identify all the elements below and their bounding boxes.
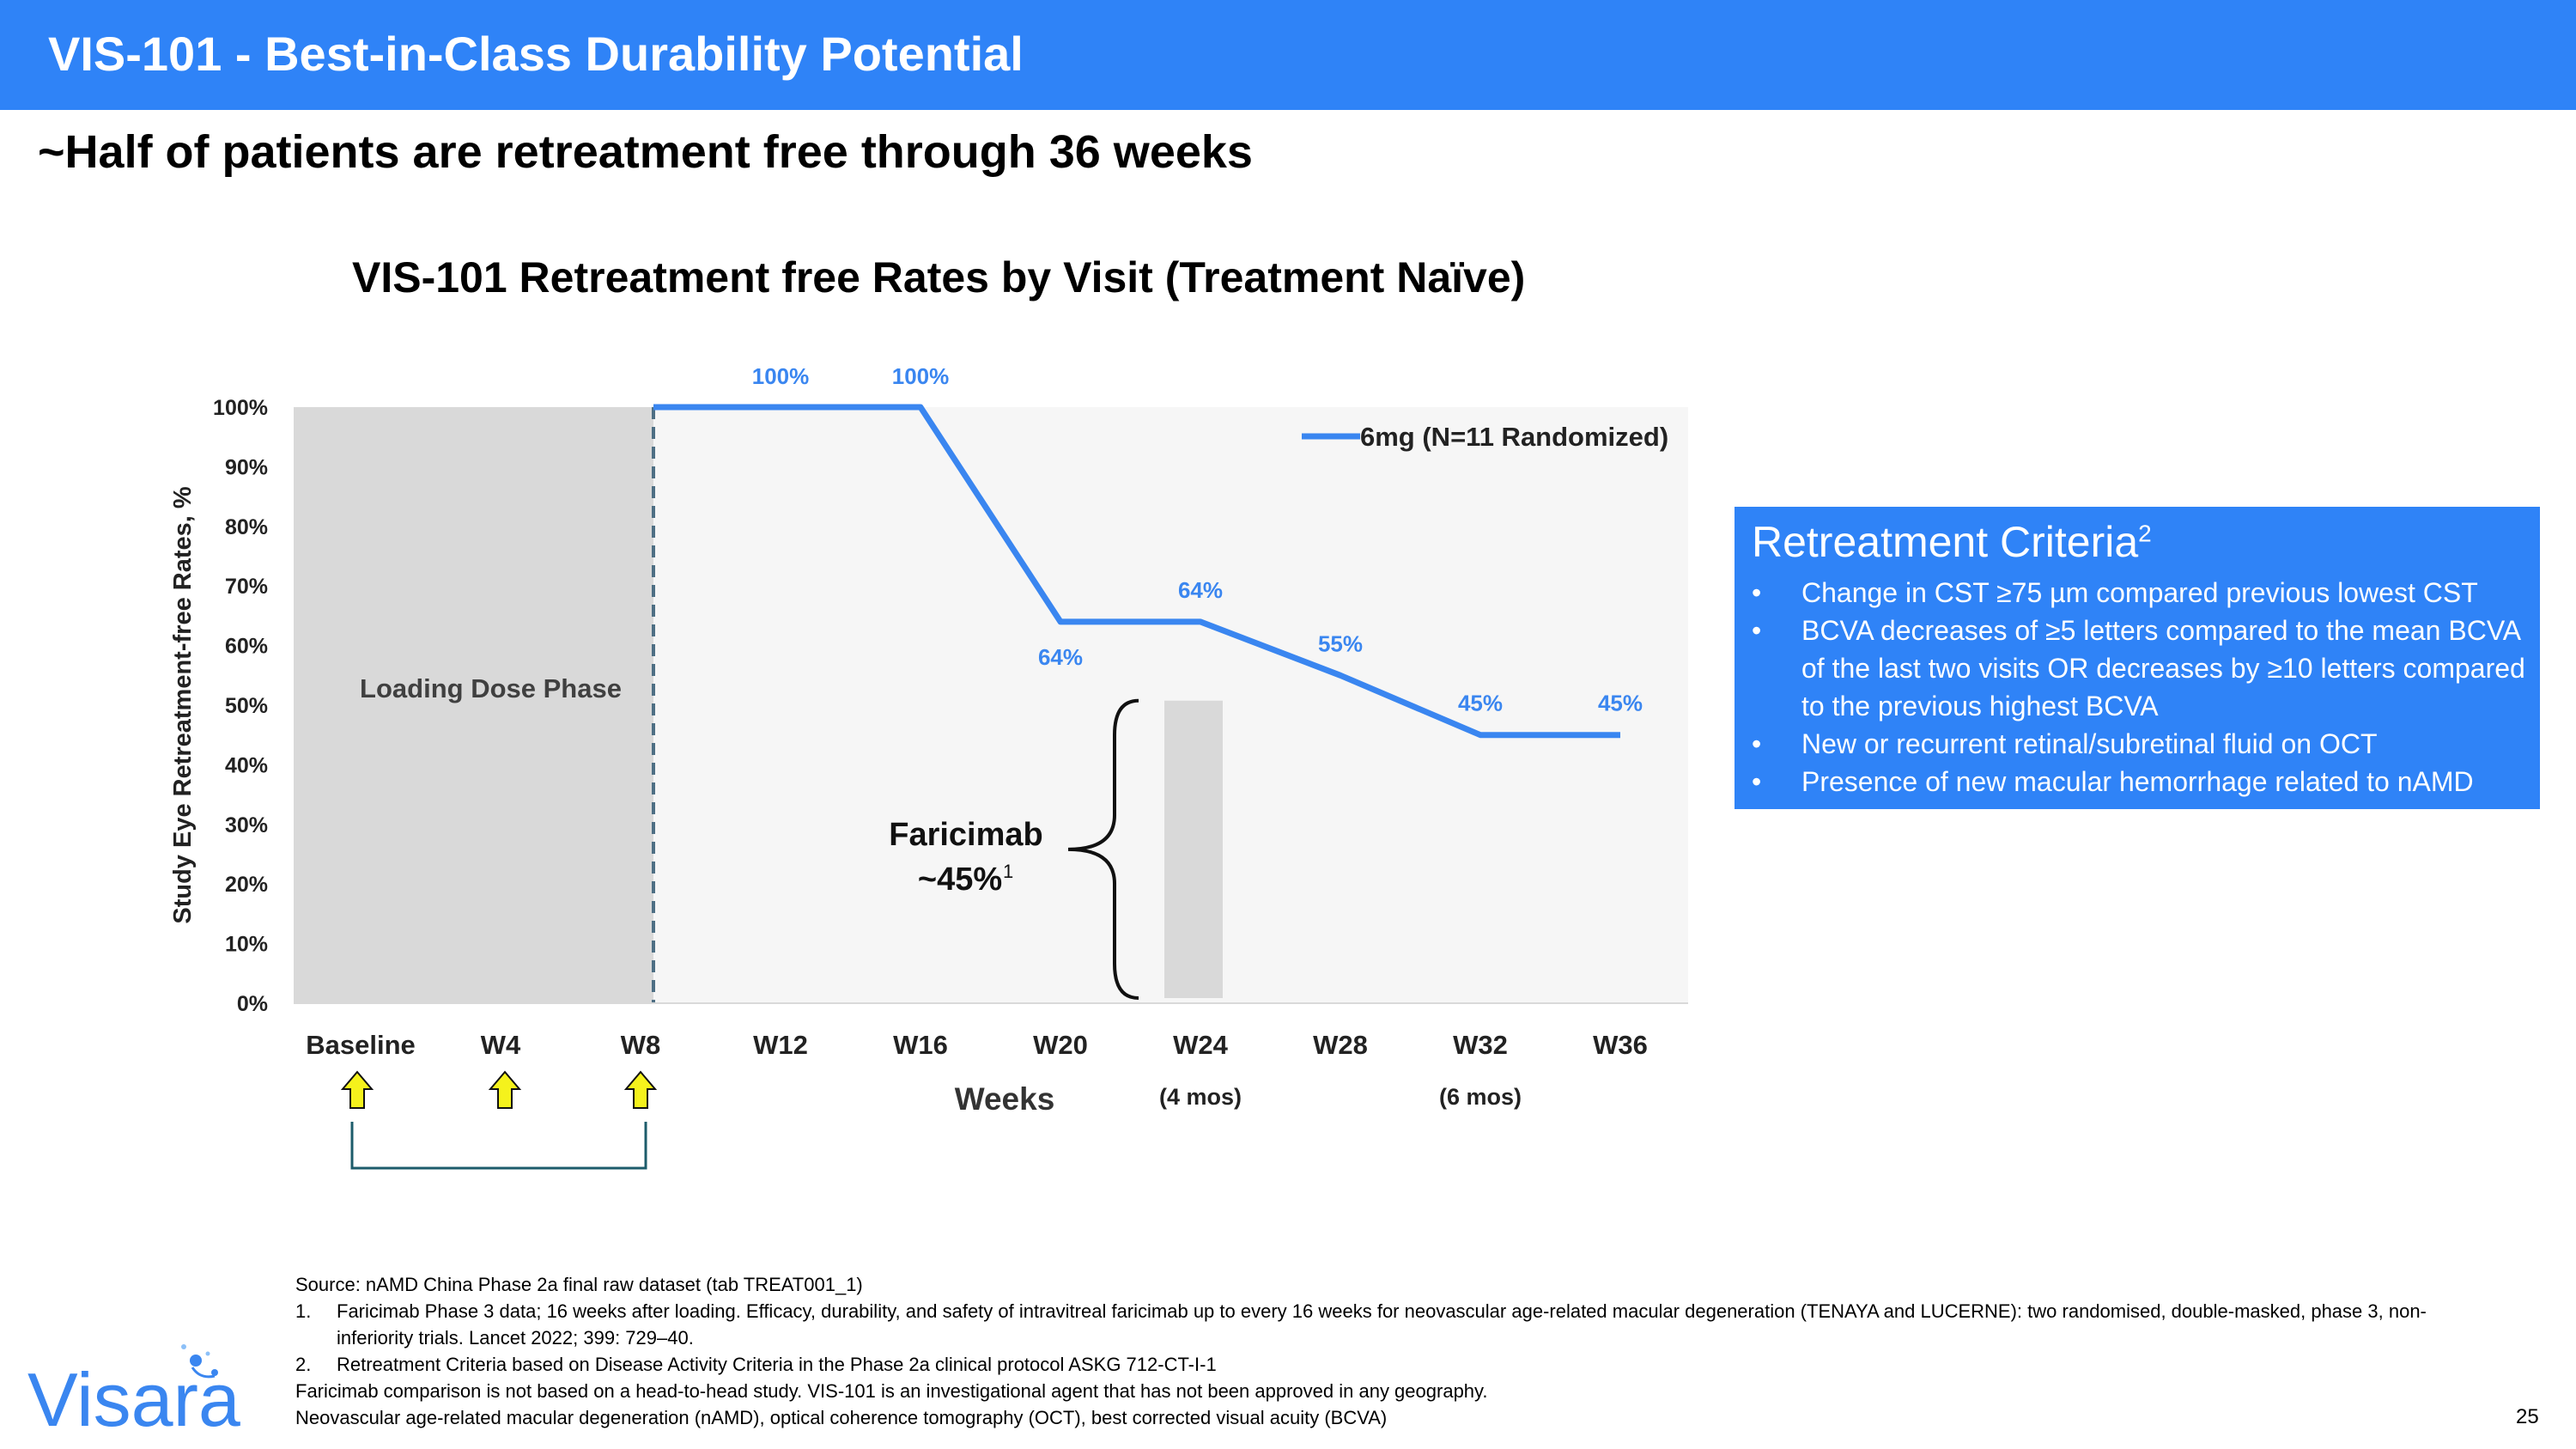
x-tick-label: W32 xyxy=(1453,1030,1508,1060)
y-tick-label: 50% xyxy=(225,694,268,718)
retreatment-line-chart: Loading Dose Phase 0% 10% 20% 30% 40% 50% 60% 70… xyxy=(169,363,1688,1170)
x-tick-label: W24 xyxy=(1173,1030,1229,1060)
criteria-item: • Change in CST ≥75 µm compared previous … xyxy=(1750,574,2527,612)
dose-arrow-icon xyxy=(623,1070,658,1109)
faricimab-bar xyxy=(1164,700,1223,998)
loading-dose-label: Loading Dose Phase xyxy=(360,673,622,703)
x-sublabel: (4 mos) xyxy=(1159,1084,1242,1110)
footnote-abbreviations: Neovascular age-related macular degenera… xyxy=(295,1407,1388,1428)
page-number: 25 xyxy=(2516,1405,2539,1428)
criteria-item: • New or recurrent retinal/subretinal flu… xyxy=(1750,725,2527,763)
footnote-1: 1. Faricimab Phase 3 data; 16 weeks after… xyxy=(295,1300,2427,1349)
bullet-icon: • xyxy=(1752,766,1762,797)
x-tick-label: W36 xyxy=(1593,1030,1648,1060)
faricimab-brace xyxy=(1067,698,1139,1000)
x-axis-label: Weeks xyxy=(955,1081,1055,1117)
criteria-item: • BCVA decreases of ≥5 letters compared t… xyxy=(1750,612,2527,725)
x-tick-label: Baseline xyxy=(306,1030,416,1060)
y-tick-label: 80% xyxy=(225,515,268,539)
y-tick-label: 70% xyxy=(225,575,268,599)
criteria-superscript: 2 xyxy=(2138,520,2152,547)
data-label: 45% xyxy=(1458,691,1503,716)
y-tick-label: 90% xyxy=(225,455,268,479)
x-tick-label: W16 xyxy=(893,1030,948,1060)
y-tick-label: 20% xyxy=(225,873,268,897)
y-tick-label: 40% xyxy=(225,753,268,777)
x-tick-label: W4 xyxy=(481,1030,521,1060)
bullet-icon: • xyxy=(1752,577,1762,608)
faricimab-superscript: 1 xyxy=(1003,861,1013,882)
header-bar: VIS-101 - Best-in-Class Durability Poten… xyxy=(0,0,2576,110)
x-tick-label: W20 xyxy=(1033,1030,1088,1060)
visara-logo: Visara xyxy=(27,1344,240,1442)
data-label: 45% xyxy=(1598,691,1643,716)
criteria-title: Retreatment Criteria2 xyxy=(1752,518,2152,566)
svg-text:Visara: Visara xyxy=(27,1357,240,1442)
x-tick-label: W12 xyxy=(753,1030,808,1060)
y-tick-label: 0% xyxy=(237,992,268,1016)
y-tick-label: 10% xyxy=(225,933,268,957)
y-tick-label: 60% xyxy=(225,635,268,659)
bullet-icon: • xyxy=(1752,728,1762,759)
data-label: 100% xyxy=(892,363,950,389)
x-sublabel: (6 mos) xyxy=(1439,1084,1522,1110)
footnote-2: 2. Retreatment Criteria based on Disease … xyxy=(295,1354,1217,1375)
loading-dose-bracket xyxy=(350,1122,647,1170)
y-axis-label: Study Eye Retreatment-free Rates, % xyxy=(169,486,197,923)
legend-label: 6mg (N=11 Randomized) xyxy=(1360,422,1668,452)
criteria-item: • Presence of new macular hemorrhage rela… xyxy=(1750,763,2527,801)
chart-title: VIS-101 Retreatment free Rates by Visit … xyxy=(352,253,1526,301)
y-tick-label: 30% xyxy=(225,813,268,837)
criteria-list: • Change in CST ≥75 µm compared previous … xyxy=(1750,574,2527,801)
x-tick-label: W8 xyxy=(621,1030,661,1060)
dose-arrow-icon xyxy=(340,1070,374,1109)
data-label: 64% xyxy=(1038,644,1083,670)
faricimab-value: ~45% xyxy=(918,861,1002,898)
x-tick-label: W28 xyxy=(1313,1030,1368,1060)
bullet-icon: • xyxy=(1752,615,1762,646)
footnote-source: Source: nAMD China Phase 2a final raw da… xyxy=(295,1274,863,1295)
footnotes: Source: nAMD China Phase 2a final raw da… xyxy=(295,1271,2494,1431)
dose-arrow-icon xyxy=(488,1070,522,1109)
data-label: 64% xyxy=(1178,577,1223,603)
slide-subtitle: ~Half of patients are retreatment free t… xyxy=(38,126,1253,178)
footnote-disclaimer: Faricimab comparison is not based on a h… xyxy=(295,1380,1488,1402)
loading-dose-shade xyxy=(294,407,653,1003)
retreatment-criteria-box: Retreatment Criteria2 • Change in CST ≥75… xyxy=(1735,507,2540,809)
data-label: 100% xyxy=(752,363,810,389)
slide-title: VIS-101 - Best-in-Class Durability Poten… xyxy=(48,27,1024,81)
data-label: 55% xyxy=(1318,630,1363,656)
series-line-6mg xyxy=(653,404,1620,739)
y-tick-label: 100% xyxy=(213,396,268,420)
faricimab-label: Faricimab xyxy=(889,817,1043,853)
